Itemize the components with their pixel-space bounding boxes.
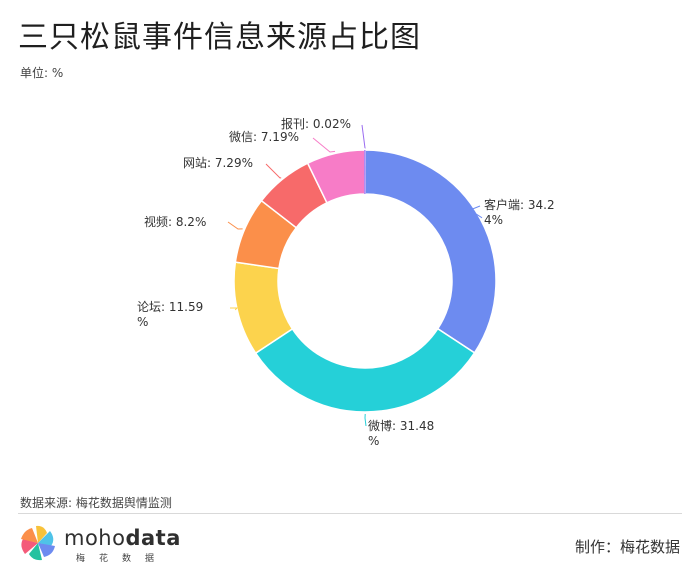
leader-line-微博 (364, 413, 367, 427)
data-label-微博: 微博: 31.48% (368, 418, 434, 448)
chart-slices (233, 149, 497, 413)
leader-line-微信 (312, 137, 336, 153)
leader-line-报刊 (361, 124, 366, 149)
chart-data-labels: 客户端: 34.2 4% 微博: 31.48 % 论坛: 11.59 % 视频: 8.2% 网… (137, 116, 555, 448)
mohodata-logo: mohodata 梅花数据 (18, 522, 181, 566)
chart-leader-lines (227, 124, 483, 427)
logo-chinese: 梅花数据 (76, 554, 169, 564)
pinwheel-icon (21, 525, 55, 561)
data-source: 数据来源: 梅花数据舆情监测 (20, 496, 172, 510)
logo-wordmark: mohodata (64, 526, 181, 550)
logo-wordmark-moho: moho (64, 526, 126, 550)
leader-line-视频 (227, 221, 243, 230)
data-label-论坛: 论坛: 11.59% (137, 300, 203, 329)
unit-label: 单位: % (20, 66, 64, 80)
logo-wordmark-data: data (125, 526, 181, 550)
data-label-视频: 视频: 8.2% (144, 214, 206, 229)
donut-slice-客户端 (364, 149, 497, 354)
donut-slice-微博 (254, 327, 476, 413)
leader-line-论坛 (230, 307, 239, 311)
maker-credit: 制作：梅花数据 (574, 538, 680, 556)
data-label-报刊: 报刊: 0.02% (281, 116, 351, 131)
chart-title: 三只松鼠事件信息来源占比图 (18, 20, 421, 55)
leader-line-网站 (265, 163, 282, 179)
data-label-网站: 网站: 7.29% (183, 156, 253, 170)
footer-divider (18, 513, 682, 514)
data-label-客户端: 客户端: 34.2 4% (484, 197, 555, 227)
leader-line-客户端 (468, 205, 483, 219)
donut-chart: 客户端: 34.2 4% 微博: 31.48 % 论坛: 11.59 % 视频: 8.2% 网… (137, 116, 555, 448)
data-label-微信: 微信: 7.19% (229, 130, 299, 144)
